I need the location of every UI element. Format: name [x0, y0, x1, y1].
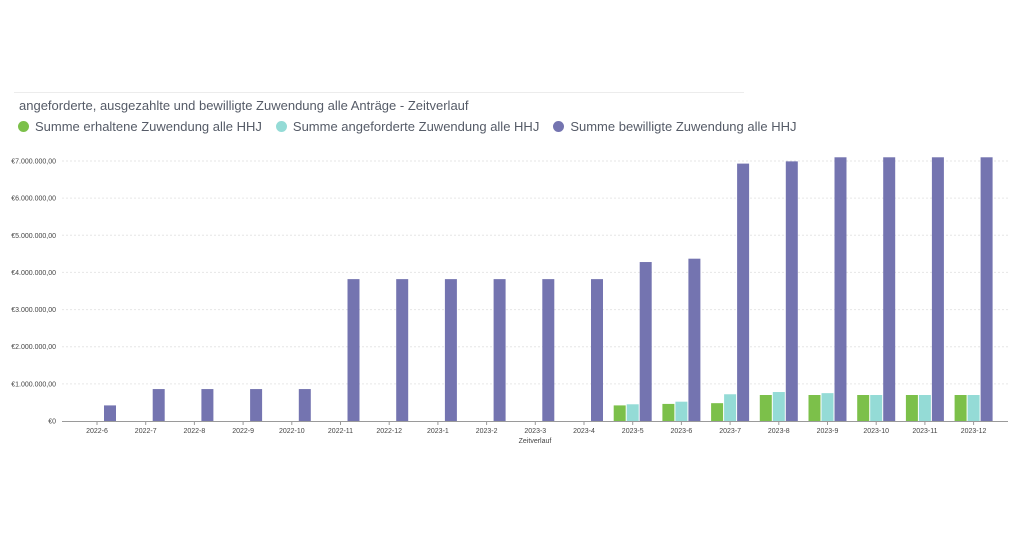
- bar-approved[interactable]: [883, 157, 896, 422]
- x-tick-label: 2023-7: [719, 428, 741, 435]
- legend-dot-requested-icon: [275, 121, 287, 132]
- bar-approved[interactable]: [250, 389, 263, 421]
- x-tick-label: 2023-8: [768, 428, 790, 435]
- bar-requested[interactable]: [724, 394, 737, 421]
- x-tick-label: 2022-6: [86, 428, 108, 435]
- x-tick-label: 2023-3: [524, 428, 546, 435]
- bar-received[interactable]: [662, 403, 675, 421]
- legend-item-requested[interactable]: Summe angeforderte Zuwendung alle HHJ: [275, 119, 540, 134]
- bar-approved[interactable]: [688, 258, 701, 421]
- x-axis-label: Zeitverlauf: [519, 438, 552, 445]
- x-tick-label: 2023-2: [476, 428, 498, 435]
- x-tick-label: 2023-12: [961, 428, 987, 435]
- y-tick-label: €1.000.000,00: [11, 381, 56, 388]
- bar-requested[interactable]: [675, 401, 688, 421]
- legend-label-received: Summe erhaltene Zuwendung alle HHJ: [35, 119, 262, 134]
- bar-approved[interactable]: [298, 389, 311, 421]
- legend-item-approved[interactable]: Summe bewilligte Zuwendung alle HHJ: [553, 119, 797, 134]
- x-tick-label: 2023-9: [817, 428, 839, 435]
- legend-label-requested: Summe angeforderte Zuwendung alle HHJ: [292, 119, 540, 134]
- bar-requested[interactable]: [870, 395, 883, 421]
- x-tick-label: 2023-11: [912, 428, 937, 435]
- x-tick-label: 2022-10: [279, 428, 305, 435]
- bar-approved[interactable]: [737, 163, 750, 421]
- bar-approved[interactable]: [444, 279, 457, 421]
- y-tick-label: €7.000.000,00: [11, 159, 56, 166]
- bar-approved[interactable]: [152, 389, 165, 421]
- bar-approved[interactable]: [542, 279, 555, 421]
- x-tick-label: 2023-1: [427, 428, 449, 435]
- bar-approved[interactable]: [834, 157, 847, 422]
- bar-approved[interactable]: [493, 279, 506, 421]
- bar-received[interactable]: [613, 405, 626, 421]
- bar-received[interactable]: [857, 395, 870, 421]
- x-tick-label: 2023-10: [863, 428, 889, 435]
- bar-received[interactable]: [711, 403, 724, 421]
- legend-dot-approved-icon: [553, 121, 565, 132]
- legend-dot-received-icon: [18, 121, 29, 132]
- bar-approved[interactable]: [396, 279, 409, 421]
- bar-approved[interactable]: [591, 279, 603, 421]
- y-tick-label: €6.000.000,00: [11, 196, 56, 203]
- bar-requested[interactable]: [821, 393, 834, 421]
- bar-approved[interactable]: [201, 389, 214, 421]
- bar-received[interactable]: [905, 395, 918, 421]
- bar-requested[interactable]: [772, 392, 785, 421]
- bar-received[interactable]: [759, 395, 772, 421]
- x-tick-label: 2022-8: [184, 428, 206, 435]
- y-tick-label: €4.000.000,00: [11, 270, 56, 277]
- legend: Summe erhaltene Zuwendung alle HHJ Summe…: [18, 119, 811, 134]
- y-tick-label: €2.000.000,00: [11, 344, 56, 351]
- x-tick-label: 2022-11: [328, 428, 353, 435]
- bar-requested[interactable]: [967, 395, 980, 421]
- bar-requested[interactable]: [626, 404, 639, 421]
- legend-item-received[interactable]: Summe erhaltene Zuwendung alle HHJ: [18, 119, 262, 134]
- bar-approved[interactable]: [104, 405, 116, 421]
- x-tick-label: 2022-9: [232, 428, 254, 435]
- bar-received[interactable]: [954, 395, 967, 421]
- y-tick-label: €5.000.000,00: [11, 233, 56, 240]
- x-tick-label: 2023-6: [671, 428, 693, 435]
- bar-approved[interactable]: [980, 157, 993, 422]
- x-tick-label: 2022-12: [376, 428, 402, 435]
- bar-approved[interactable]: [639, 262, 652, 421]
- y-tick-label: €3.000.000,00: [11, 307, 56, 314]
- x-tick-label: 2023-5: [622, 428, 644, 435]
- legend-label-approved: Summe bewilligte Zuwendung alle HHJ: [570, 119, 797, 134]
- bar-approved[interactable]: [347, 279, 360, 421]
- bar-approved[interactable]: [785, 161, 798, 421]
- chart-title: angeforderte, ausgezahlte und bewilligte…: [19, 98, 469, 113]
- bar-approved[interactable]: [931, 157, 944, 422]
- x-tick-label: 2023-4: [573, 428, 595, 435]
- bar-requested[interactable]: [918, 395, 931, 421]
- x-tick-label: 2022-7: [135, 428, 157, 435]
- bar-received[interactable]: [808, 395, 821, 421]
- y-tick-label: €0: [48, 419, 56, 426]
- header-divider: [14, 92, 744, 93]
